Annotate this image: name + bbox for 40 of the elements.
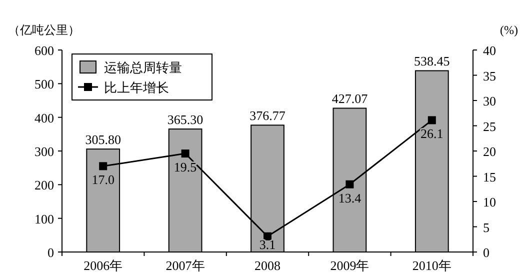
data-label: 305.80 [85,132,121,148]
y2-tick-label: 30 [483,94,496,108]
y2-tick-label: 0 [483,245,490,260]
point [346,180,354,188]
y2-axis-title: (%) [500,23,518,37]
y2-tick-label: 40 [483,43,496,58]
y-tick-label: 200 [34,178,54,193]
x-tick-label: 2009年 [330,258,370,273]
data-label: 26.1 [420,126,444,142]
data-label: 538.45 [414,54,450,69]
data-label: 3.1 [259,237,276,252]
y2-tick-label: 35 [483,68,496,84]
y2-tick-label: 25 [483,118,496,134]
y-tick-label: 500 [34,76,54,92]
y-tick-label: 400 [34,110,54,126]
legend-label: 运输总周转量 [104,61,182,76]
y-tick-label: 300 [34,144,54,159]
y2-tick-label: 20 [483,144,496,159]
x-tick-label: 2008 [254,258,280,273]
point [428,116,436,124]
y-tick-label: 0 [48,245,54,260]
point [99,162,108,170]
y2-tick-label: 10 [483,194,496,210]
y-tick-label: 100 [34,211,54,226]
x-tick-label: 2010年 [412,258,452,273]
legend-label: 比上年增长 [104,81,169,96]
y2-tick-label: 5 [483,220,490,235]
data-label: 365.30 [167,112,204,128]
data-label: 427.07 [332,91,368,106]
data-label: 376.77 [250,108,286,124]
data-label: 17.0 [92,172,114,188]
point [181,150,190,158]
x-tick-label: 2006年 [84,258,123,273]
y-tick-label: 600 [34,43,54,58]
x-tick-label: 2007年 [166,258,205,273]
data-label: 19.5 [174,160,197,175]
point [264,232,272,240]
data-label: 13.4 [338,190,362,206]
y2-tick-label: 15 [483,169,496,184]
y-axis-title: （亿吨公里） [8,23,80,37]
